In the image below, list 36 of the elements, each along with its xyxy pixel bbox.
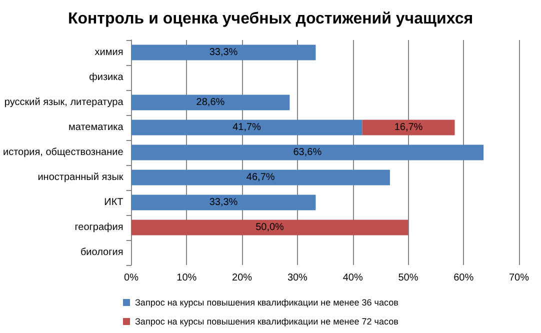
y-tick-label: математика bbox=[68, 122, 124, 133]
x-tick-label: 30% bbox=[287, 272, 308, 284]
legend-label: Запрос на курсы повышения квалификации не менее 72 часов bbox=[135, 316, 399, 326]
bar bbox=[131, 170, 390, 186]
data-label: 16,7% bbox=[394, 122, 423, 133]
y-tick-label: география bbox=[74, 222, 124, 233]
bar bbox=[131, 44, 316, 60]
data-label: 46,7% bbox=[246, 172, 275, 183]
y-tick-label: русский язык, литература bbox=[4, 97, 124, 108]
bar bbox=[131, 120, 362, 136]
x-tick-label: 40% bbox=[342, 272, 363, 284]
legend-label: Запрос на курсы повышения квалификации не менее 36 часов bbox=[135, 298, 399, 308]
x-tick-label: 0% bbox=[124, 272, 139, 284]
y-tick-label: история, обществознание bbox=[2, 147, 124, 158]
data-label: 28,6% bbox=[196, 97, 225, 108]
y-tick-label: ИКТ bbox=[104, 197, 124, 208]
bar bbox=[131, 220, 408, 236]
y-tick-label: иностранный язык bbox=[38, 172, 124, 183]
y-tick-label: химия bbox=[94, 47, 124, 58]
x-tick-label: 10% bbox=[176, 272, 197, 284]
data-label: 41,7% bbox=[232, 122, 262, 133]
data-label: 33,3% bbox=[209, 197, 238, 208]
x-tick-label: 20% bbox=[232, 272, 252, 284]
data-label: 50,0% bbox=[256, 222, 284, 233]
x-tick-label: 70% bbox=[508, 272, 530, 284]
x-tick-label: 60% bbox=[454, 272, 474, 284]
data-label: 33,3% bbox=[209, 47, 238, 58]
y-tick-label: биология bbox=[80, 247, 124, 258]
bar bbox=[131, 144, 484, 160]
bar bbox=[362, 120, 455, 136]
y-tick-label: физика bbox=[89, 72, 124, 83]
bar bbox=[131, 194, 316, 210]
chart-title: Контроль и оценка учебных достижений учащихся bbox=[68, 10, 474, 28]
data-label: 63,6% bbox=[293, 147, 322, 158]
bar bbox=[131, 94, 290, 110]
x-tick-label: 50% bbox=[398, 272, 418, 284]
